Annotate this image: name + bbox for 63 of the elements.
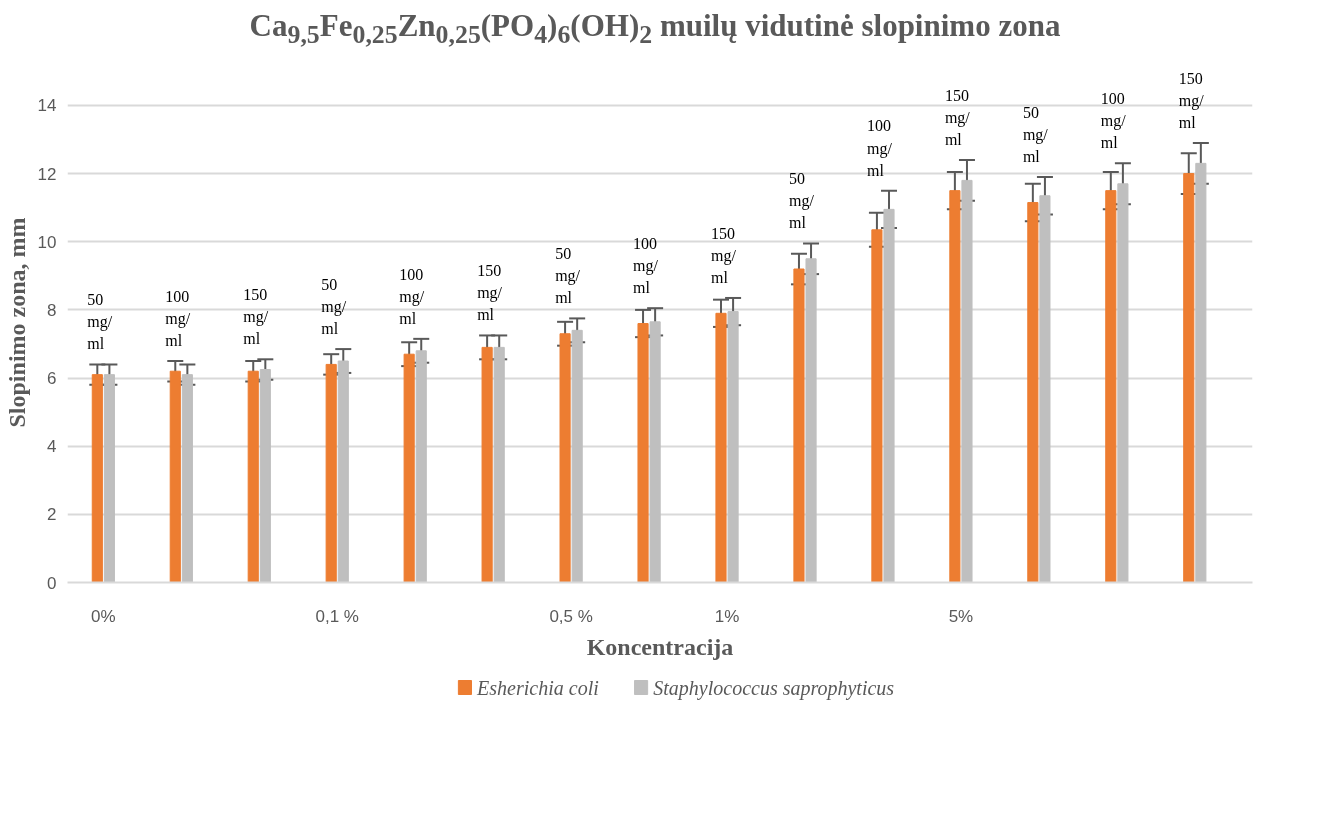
bar: [1117, 183, 1129, 583]
x-tick-label: 1%: [714, 606, 740, 626]
annotation: 50 mg/ ml: [87, 291, 113, 353]
bar: [961, 179, 973, 583]
bar: [727, 311, 739, 583]
bar: [1183, 173, 1195, 583]
annotation: 50 mg/ ml: [321, 275, 347, 338]
annotation: 50 mg/ ml: [555, 245, 581, 307]
chart-title: Ca$_{9,5}$Fe$_{0,25}$Zn$_{0,25}$(PO$_{4}$)$_{6}$(OH)$_{2}$ muilų vidutinė slopinimo zona: [249, 8, 1061, 50]
x-tick-label: 0%: [91, 606, 116, 626]
y-tick-label: 8: [47, 300, 57, 320]
bar: [325, 363, 337, 583]
bar: [793, 268, 805, 583]
bar: [493, 346, 505, 583]
annotation: 150 mg/ ml: [243, 286, 269, 348]
bar: [247, 370, 259, 583]
annotation: 100 mg/ ml: [1100, 90, 1127, 152]
bar: [571, 329, 583, 583]
bar: [1027, 202, 1039, 583]
y-tick-label: 10: [37, 232, 57, 252]
annotation: 100 mg/ ml: [399, 265, 425, 327]
x-axis-title: Koncentracija: [586, 633, 734, 660]
y-tick-label: 14: [37, 96, 57, 116]
bar: [259, 369, 271, 583]
y-tick-label: 2: [47, 505, 57, 525]
annotation: 150 mg/ ml: [944, 86, 971, 148]
bar: [481, 346, 493, 583]
x-tick-label: 0,1 %: [315, 606, 359, 626]
y-tick-label: 6: [47, 369, 57, 389]
bar: [337, 360, 349, 583]
bar: [949, 190, 961, 583]
bar: [169, 370, 181, 583]
annotation: 100 mg/ ml: [866, 117, 893, 179]
bar: [715, 312, 727, 583]
bar: [1105, 190, 1117, 583]
annotation: 50 mg/ ml: [789, 170, 815, 232]
bar: [1039, 195, 1051, 583]
bar: [403, 353, 415, 583]
bar: [103, 374, 115, 583]
bar: [181, 374, 193, 583]
y-tick-label: 4: [47, 437, 57, 457]
bar: [649, 321, 661, 583]
bar: [415, 350, 427, 583]
y-axis-title: Slopinimo zona, mm: [3, 217, 30, 428]
y-tick-label: 0: [47, 573, 57, 593]
y-tick-label: 12: [37, 164, 57, 184]
bar: [637, 323, 649, 583]
bar: [805, 258, 817, 583]
bar: [1195, 162, 1207, 583]
annotation: 150 mg/ ml: [711, 224, 737, 286]
x-tick-label: 0,5 %: [549, 606, 593, 626]
bar: [871, 229, 883, 583]
annotation: 150 mg/ ml: [477, 262, 503, 324]
annotation: 150 mg/ ml: [1178, 69, 1205, 131]
bar: [883, 208, 895, 583]
legend-label: Staphylococcus saprophyticus: [653, 676, 895, 700]
legend-label: Esherichia coli: [476, 676, 599, 699]
annotation: 50 mg/ ml: [1022, 103, 1049, 165]
x-tick-label: 5%: [948, 606, 974, 626]
annotation: 100 mg/ ml: [165, 287, 191, 350]
annotation: 100 mg/ ml: [633, 234, 659, 297]
bar: [559, 333, 571, 583]
bar: [91, 374, 103, 583]
